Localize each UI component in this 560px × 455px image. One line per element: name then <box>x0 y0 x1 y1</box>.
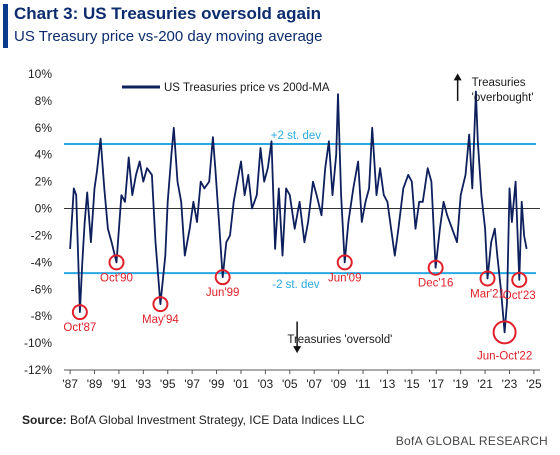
marker-circle <box>336 254 353 271</box>
up-arrow-icon <box>453 73 462 81</box>
x-tick-label: '99 <box>209 377 225 391</box>
band-label: +2 st. dev <box>271 130 321 142</box>
marker-label: Jun'99 <box>206 287 240 299</box>
marker-label: Dec'16 <box>418 278 453 290</box>
x-tick-label: '21 <box>477 377 493 391</box>
x-tick-label: '97 <box>184 377 200 391</box>
marker-label: Jun'09 <box>328 272 362 284</box>
series-layer <box>69 90 528 334</box>
marker-circle <box>427 259 444 276</box>
y-tick-label: -6% <box>31 282 53 296</box>
marker-label: Oct'90 <box>100 272 133 284</box>
y-tick-label: 2% <box>35 175 53 189</box>
y-tick-label: 6% <box>35 121 53 135</box>
x-tick-label: '87 <box>62 377 78 391</box>
title-accent-bar <box>3 4 8 48</box>
x-tick-label: '23 <box>502 377 518 391</box>
brand-footer: BofA GLOBAL RESEARCH <box>395 434 548 448</box>
y-tick-label: -8% <box>31 309 53 323</box>
annotations: Treasuries 'overbought' Treasuries 'overso… <box>287 73 534 354</box>
legend: US Treasuries price vs 200d-MA <box>122 82 330 94</box>
legend-label: US Treasuries price vs 200d-MA <box>164 82 330 94</box>
marker-circle <box>511 271 528 288</box>
marker-label: Oct'23 <box>503 290 536 302</box>
x-tick-label: '07 <box>306 377 322 391</box>
y-tick-label: -2% <box>31 228 53 242</box>
x-tick-label: '17 <box>428 377 444 391</box>
y-axis: 10% 8% 6% 4% 2% 0% -2% -4% -6% -8% -10% -12% <box>24 67 540 377</box>
x-tick-label: '11 <box>356 377 371 391</box>
chart-subtitle: US Treasury price vs-200 day moving aver… <box>14 28 323 45</box>
marker-label: Oct'87 <box>63 322 96 334</box>
oversold-markers: Oct'87 Oct'90 May'94 Jun'99 Jun'09 Dec'16 Mar'… <box>63 254 536 362</box>
marker-circle <box>479 270 496 287</box>
y-tick-label: 4% <box>35 148 53 162</box>
overbought-label: 'overbought' <box>472 92 534 104</box>
marker-label: May'94 <box>142 314 179 326</box>
y-tick-label: -4% <box>31 255 53 269</box>
x-tick-label: '93 <box>136 377 152 391</box>
series-line <box>69 90 528 334</box>
chart-title: Chart 3: US Treasuries oversold again <box>14 4 322 23</box>
x-axis: '87 '89 '91 '93 '95 '97 '99 '01 '03 '05 '07 '09 '11 '… <box>62 369 542 391</box>
marker-label: Jun-Oct'22 <box>477 350 532 362</box>
x-tick-label: '15 <box>404 377 420 391</box>
x-tick-label: '05 <box>282 377 298 391</box>
source-label: Source: <box>22 413 67 427</box>
x-tick-label: '01 <box>233 377 249 391</box>
marker-circle <box>492 320 517 345</box>
marker-label: Mar'21 <box>470 289 505 301</box>
marker-circle <box>214 269 231 286</box>
std-dev-bands: +2 st. dev -2 st. dev <box>64 130 536 291</box>
band-label: -2 st. dev <box>272 279 320 291</box>
x-tick-label: '25 <box>526 377 542 391</box>
overbought-label: Treasuries <box>472 77 526 89</box>
marker-circle <box>108 254 125 271</box>
down-arrow-icon <box>293 346 302 354</box>
marker-circle <box>71 304 88 321</box>
y-tick-label: 10% <box>28 67 52 81</box>
x-tick-label: '91 <box>111 377 127 391</box>
marker-circle <box>152 296 169 313</box>
x-tick-label: '13 <box>380 377 396 391</box>
x-tick-label: '19 <box>453 377 469 391</box>
x-tick-label: '09 <box>331 377 347 391</box>
x-tick-label: '89 <box>87 377 103 391</box>
x-tick-label: '95 <box>160 377 176 391</box>
oversold-label: Treasuries 'oversold' <box>287 334 392 346</box>
y-tick-label: 0% <box>35 202 53 216</box>
source-text: BofA Global Investment Strategy, ICE Dat… <box>70 413 365 427</box>
x-tick-label: '03 <box>258 377 274 391</box>
y-tick-label: -10% <box>24 336 52 350</box>
y-tick-label: -12% <box>24 363 52 377</box>
source-note: Source: BofA Global Investment Strategy,… <box>22 413 365 427</box>
treasury-chart: 10% 8% 6% 4% 2% 0% -2% -4% -6% -8% -10% -12% '87 '89… <box>24 67 542 391</box>
y-tick-label: 8% <box>35 94 53 108</box>
